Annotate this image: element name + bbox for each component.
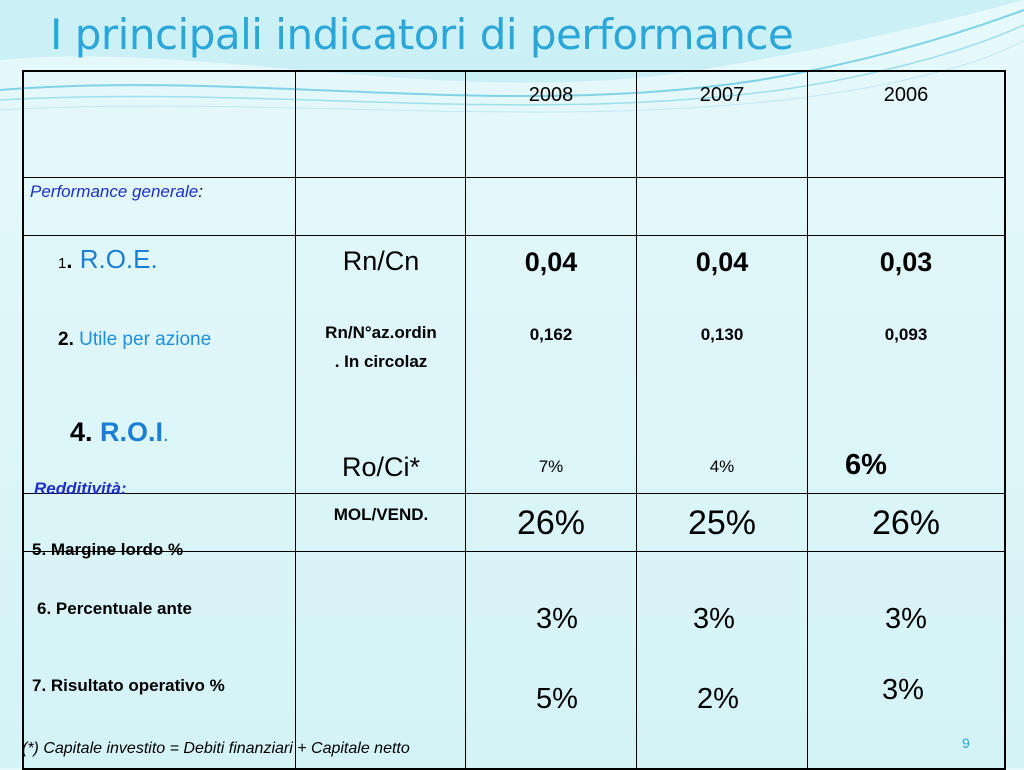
col-divider	[636, 70, 637, 768]
margine-2006: 26%	[871, 504, 941, 542]
roe-2008: 0,04	[524, 247, 578, 277]
ante-2007: 3%	[693, 603, 735, 635]
utile-2007: 0,130	[700, 325, 744, 344]
utile-2006: 0,093	[884, 325, 928, 344]
risultato-label: 7. Risultato operativo %	[32, 676, 225, 695]
risultato-2007: 2%	[697, 683, 739, 715]
slide-title: I principali indicatori di performance	[50, 10, 794, 59]
margine-2007: 25%	[687, 504, 757, 542]
col-divider	[807, 70, 808, 768]
indicators-table	[22, 70, 1006, 770]
roi-label: 4. R.O.I.	[70, 417, 169, 447]
roi-2008: 7%	[538, 457, 564, 476]
margine-2008: 26%	[516, 504, 586, 542]
row-divider	[22, 235, 1006, 236]
utile-label: 2. Utile per azione	[58, 329, 212, 350]
roe-formula: Rn/Cn	[342, 246, 420, 276]
ante-2008: 3%	[536, 603, 578, 635]
utile-formula-line1: Rn/N°az.ordin	[325, 323, 437, 342]
row-divider	[22, 551, 1006, 552]
utile-2008: 0,162	[529, 325, 573, 344]
roe-2007: 0,04	[695, 247, 749, 277]
col-divider	[465, 70, 466, 768]
row-divider	[22, 177, 1006, 178]
risultato-2008: 5%	[536, 683, 578, 715]
roe-label: 1. R.O.E.	[58, 244, 158, 274]
page-number: 9	[962, 735, 970, 751]
roi-2006: 6%	[845, 449, 887, 481]
margine-formula: MOL/VEND.	[333, 505, 429, 524]
year-header-2007: 2007	[699, 84, 745, 106]
section-redditivita: Redditività:	[34, 479, 127, 498]
col-divider	[295, 70, 296, 768]
row-divider	[22, 493, 1006, 494]
roe-2006: 0,03	[879, 247, 933, 277]
margine-label: 5. Margine lordo %	[32, 540, 184, 559]
section-performance-generale: Performance generale:	[30, 182, 203, 201]
footnote: (*) Capitale investito = Debiti finanzia…	[22, 740, 410, 757]
ante-2006: 3%	[885, 603, 927, 635]
risultato-2006: 3%	[882, 674, 924, 706]
year-header-2006: 2006	[883, 84, 929, 106]
roi-formula: Ro/Ci*	[341, 452, 421, 482]
ante-label: 6. Percentuale ante	[37, 599, 192, 618]
roi-2007: 4%	[709, 457, 735, 476]
utile-formula-line2: . In circolaz	[334, 352, 428, 371]
year-header-2008: 2008	[528, 84, 574, 106]
